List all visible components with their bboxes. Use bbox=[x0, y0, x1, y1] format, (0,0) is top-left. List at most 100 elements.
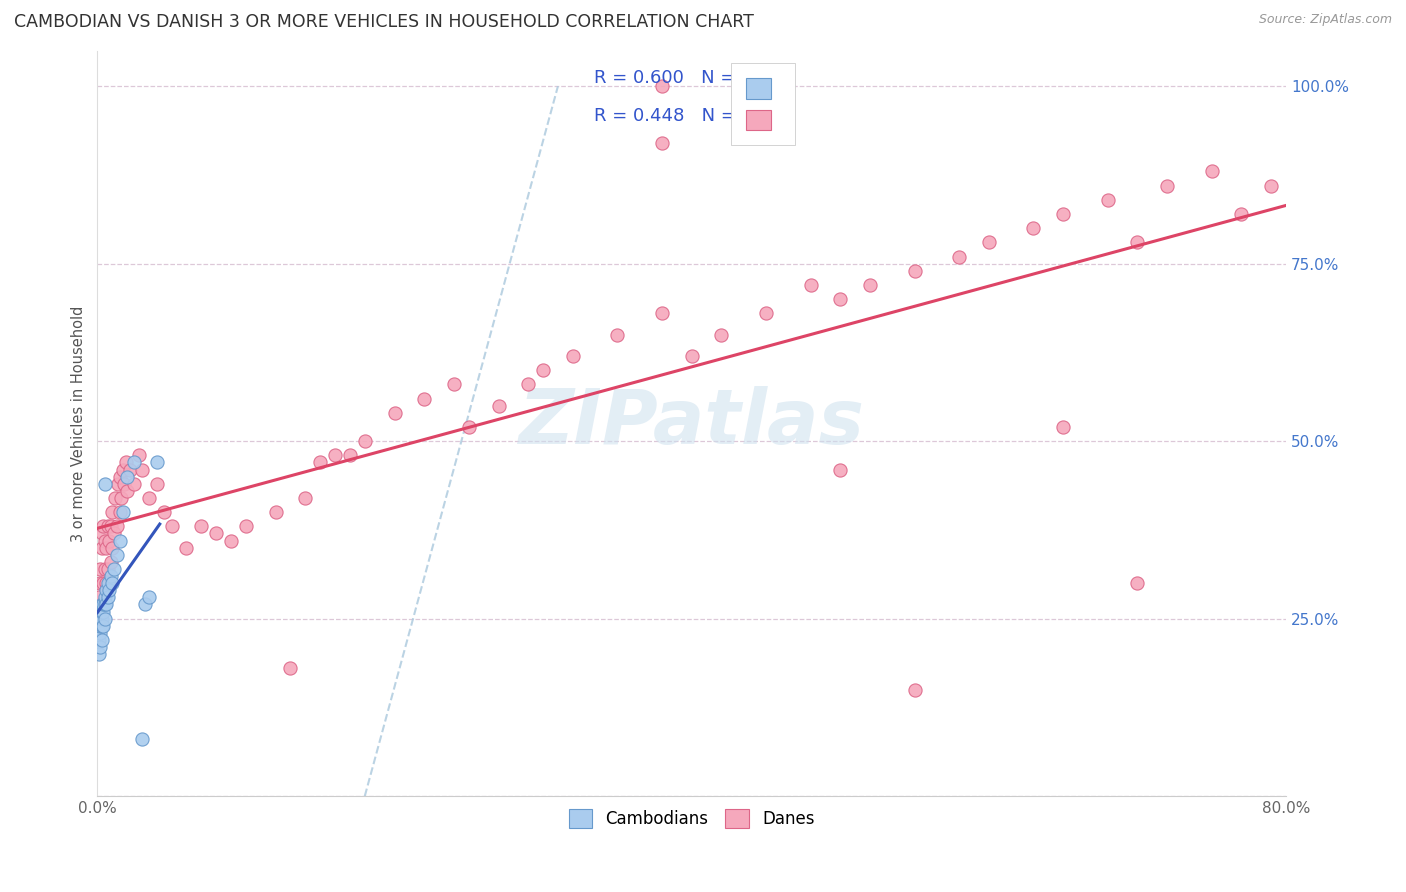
Point bbox=[97, 591, 120, 605]
Point bbox=[91, 576, 114, 591]
Point bbox=[90, 612, 112, 626]
Point bbox=[219, 533, 242, 548]
Point bbox=[153, 505, 176, 519]
Point bbox=[108, 469, 131, 483]
Point bbox=[1052, 420, 1074, 434]
Point bbox=[131, 462, 153, 476]
Point bbox=[94, 598, 117, 612]
Point bbox=[115, 483, 138, 498]
Point bbox=[97, 576, 120, 591]
Point bbox=[1230, 207, 1253, 221]
Point bbox=[89, 625, 111, 640]
Point bbox=[91, 519, 114, 533]
Text: Source: ZipAtlas.com: Source: ZipAtlas.com bbox=[1258, 13, 1392, 27]
Point bbox=[606, 327, 628, 342]
Point bbox=[651, 79, 673, 94]
Point bbox=[309, 455, 332, 469]
Point bbox=[235, 519, 257, 533]
Point bbox=[146, 476, 169, 491]
Point bbox=[98, 576, 121, 591]
Point bbox=[531, 363, 554, 377]
Point bbox=[94, 612, 117, 626]
Point bbox=[111, 505, 134, 519]
Text: R = 0.448   N = 83: R = 0.448 N = 83 bbox=[595, 107, 765, 125]
Point bbox=[710, 327, 733, 342]
Point bbox=[114, 455, 136, 469]
Point bbox=[94, 476, 117, 491]
Point bbox=[90, 541, 112, 555]
Point bbox=[128, 448, 150, 462]
Point bbox=[124, 476, 146, 491]
Point bbox=[948, 250, 970, 264]
Point bbox=[118, 462, 141, 476]
Point bbox=[96, 576, 118, 591]
Point bbox=[89, 640, 111, 654]
Point bbox=[339, 448, 361, 462]
Point bbox=[100, 555, 122, 569]
Point bbox=[138, 491, 160, 505]
Point bbox=[353, 434, 375, 449]
Point bbox=[413, 392, 436, 406]
Y-axis label: 3 or more Vehicles in Household: 3 or more Vehicles in Household bbox=[72, 305, 86, 541]
Point bbox=[103, 562, 125, 576]
Point bbox=[146, 455, 169, 469]
Point bbox=[457, 420, 479, 434]
Point bbox=[96, 541, 118, 555]
Point bbox=[755, 306, 778, 320]
Point bbox=[103, 526, 125, 541]
Point bbox=[264, 505, 287, 519]
Point bbox=[91, 605, 114, 619]
Point bbox=[561, 349, 583, 363]
Point bbox=[205, 526, 228, 541]
Point bbox=[681, 349, 703, 363]
Point bbox=[384, 406, 406, 420]
Point bbox=[799, 277, 821, 292]
Point bbox=[87, 591, 110, 605]
Point bbox=[1156, 178, 1178, 193]
Point bbox=[488, 399, 510, 413]
Point bbox=[176, 541, 198, 555]
Point bbox=[1052, 207, 1074, 221]
Point bbox=[110, 491, 132, 505]
Point bbox=[903, 264, 925, 278]
Point bbox=[97, 562, 120, 576]
Point bbox=[90, 598, 112, 612]
Point bbox=[94, 533, 117, 548]
Point bbox=[105, 519, 128, 533]
Point bbox=[111, 462, 134, 476]
Point bbox=[138, 591, 160, 605]
Point bbox=[96, 598, 118, 612]
Point bbox=[323, 448, 346, 462]
Point bbox=[105, 548, 128, 562]
Point bbox=[903, 682, 925, 697]
Point bbox=[87, 647, 110, 661]
Point bbox=[134, 598, 156, 612]
Point bbox=[87, 632, 110, 647]
Point bbox=[517, 377, 540, 392]
Point bbox=[90, 618, 112, 632]
Point bbox=[89, 612, 111, 626]
Point bbox=[1260, 178, 1282, 193]
Text: CAMBODIAN VS DANISH 3 OR MORE VEHICLES IN HOUSEHOLD CORRELATION CHART: CAMBODIAN VS DANISH 3 OR MORE VEHICLES I… bbox=[14, 13, 754, 31]
Point bbox=[830, 292, 852, 306]
Point bbox=[104, 491, 127, 505]
Point bbox=[859, 277, 882, 292]
Point bbox=[108, 505, 131, 519]
Point bbox=[115, 469, 138, 483]
Legend: Cambodians, Danes: Cambodians, Danes bbox=[561, 800, 823, 836]
Text: ZIPatlas: ZIPatlas bbox=[519, 386, 865, 460]
Point bbox=[1022, 221, 1045, 235]
Point bbox=[651, 136, 673, 150]
Point bbox=[190, 519, 212, 533]
Point bbox=[97, 519, 120, 533]
Point bbox=[90, 526, 112, 541]
Point bbox=[98, 583, 121, 598]
Point bbox=[96, 583, 118, 598]
Point bbox=[89, 562, 111, 576]
Point bbox=[443, 377, 465, 392]
Point bbox=[101, 505, 124, 519]
Point bbox=[89, 618, 111, 632]
Point bbox=[651, 306, 673, 320]
Point bbox=[131, 732, 153, 747]
Text: R = 0.600   N = 35: R = 0.600 N = 35 bbox=[595, 70, 765, 87]
